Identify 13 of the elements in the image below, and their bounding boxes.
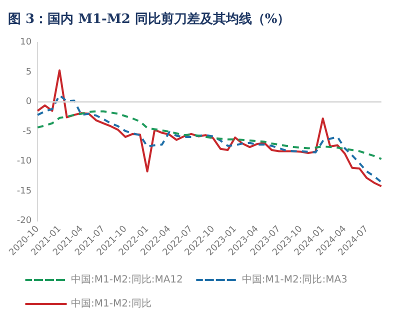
line-series bbox=[36, 110, 382, 160]
legend-label: 中国:M1-M2:同比:MA3 bbox=[242, 274, 348, 286]
y-tick-label: -10 bbox=[16, 156, 32, 167]
line-series bbox=[36, 94, 382, 184]
legend-label: 中国:M1-M2:同比 bbox=[71, 298, 152, 310]
y-tick-label: 0 bbox=[26, 97, 32, 108]
y-tick-label: -20 bbox=[16, 216, 32, 226]
y-tick-label: -15 bbox=[16, 186, 32, 196]
chart-title: 图 3：国内 M1-M2 同比剪刀差及其均线（%） bbox=[8, 10, 292, 29]
y-tick-label: 10 bbox=[20, 38, 32, 48]
legend-label: 中国:M1-M2:同比:MA12 bbox=[71, 274, 183, 286]
y-tick-label: -5 bbox=[22, 126, 32, 137]
y-tick-label: 5 bbox=[26, 67, 32, 78]
